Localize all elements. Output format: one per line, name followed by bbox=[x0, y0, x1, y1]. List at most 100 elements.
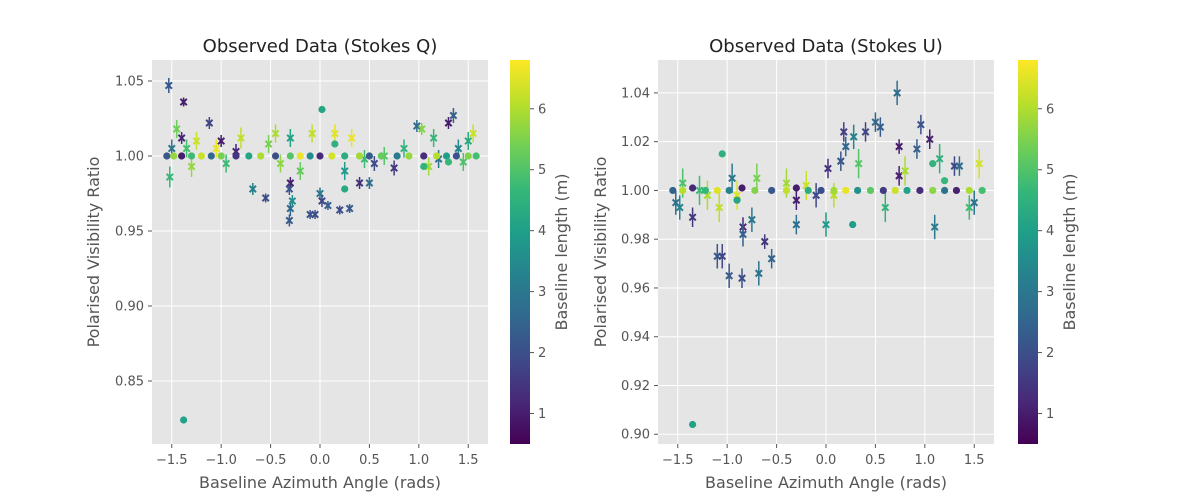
data-point-cross bbox=[792, 190, 801, 210]
data-point-cross bbox=[728, 163, 737, 193]
data-point-cross bbox=[675, 195, 684, 220]
data-point-dot bbox=[341, 185, 349, 193]
y-tick-label: 0.98 bbox=[621, 233, 650, 248]
data-point-dot bbox=[355, 152, 364, 160]
colorbar-tick-label: 5 bbox=[1046, 163, 1054, 178]
data-point-cross bbox=[861, 122, 870, 142]
data-point-cross bbox=[881, 192, 890, 223]
data-point-dot bbox=[420, 152, 428, 160]
data-point-dot bbox=[232, 152, 240, 160]
y-tick-label: 0.96 bbox=[621, 281, 650, 296]
data-point-cross bbox=[792, 214, 801, 235]
data-point-cross bbox=[335, 205, 344, 215]
data-point-dot bbox=[768, 186, 776, 195]
colorbar-ticks: 1 2 3 4 5 6 bbox=[1038, 102, 1054, 422]
data-point-cross bbox=[286, 129, 295, 147]
colorbar-ticks: 1 2 3 4 5 6 bbox=[530, 102, 546, 422]
data-point-cross bbox=[330, 124, 339, 143]
data-point-cross bbox=[747, 207, 756, 232]
data-point-dot bbox=[207, 152, 215, 160]
data-points bbox=[163, 78, 480, 424]
data-point-cross bbox=[340, 162, 349, 180]
data-point-cross bbox=[182, 139, 191, 158]
data-point-cross bbox=[288, 195, 297, 207]
data-point-dot bbox=[257, 152, 265, 160]
y-tick-label: 0.92 bbox=[621, 379, 650, 394]
x-tick-label: 0.0 bbox=[310, 453, 331, 468]
data-point-dot bbox=[328, 152, 336, 160]
colorbar bbox=[510, 60, 530, 444]
data-point-cross bbox=[308, 124, 317, 143]
data-point-cross bbox=[767, 248, 776, 269]
data-point-cross bbox=[205, 117, 214, 129]
data-point-dot bbox=[245, 152, 253, 160]
data-point-cross bbox=[261, 193, 270, 203]
y-tick-label: 1.02 bbox=[621, 135, 650, 150]
panel-stokes-q: −1.5 −1.0 −0.5 0.0 0.5 1.0 1.5 0.85 0.90 0.95 1.0… bbox=[84, 36, 571, 492]
data-point-dot bbox=[782, 186, 791, 195]
data-point-dot bbox=[792, 184, 800, 192]
data-point-cross bbox=[913, 139, 921, 159]
x-tick-label: −1.5 bbox=[662, 453, 694, 468]
x-axis-label: Baseline Azimuth Angle (rads) bbox=[705, 473, 947, 492]
data-point-dot bbox=[940, 186, 949, 195]
data-point-cross bbox=[264, 135, 273, 153]
data-point-dot bbox=[452, 152, 460, 160]
data-point-cross bbox=[688, 207, 697, 228]
data-point-cross bbox=[738, 268, 746, 288]
colorbar-label: Baseline length (m) bbox=[552, 173, 571, 330]
data-point-dot bbox=[405, 152, 413, 160]
data-point-dot bbox=[178, 152, 186, 160]
x-tick-label: 1.0 bbox=[408, 453, 429, 468]
data-point-dot bbox=[849, 220, 857, 229]
data-point-dot bbox=[271, 152, 280, 160]
y-ticks: 0.85 0.90 0.95 1.00 1.05 bbox=[115, 75, 152, 390]
data-point-cross bbox=[285, 214, 294, 227]
data-point-cross bbox=[464, 132, 473, 150]
data-point-cross bbox=[715, 192, 724, 223]
data-point-cross bbox=[449, 108, 458, 123]
data-point-dot bbox=[929, 160, 937, 168]
data-point-dot bbox=[464, 152, 472, 160]
data-point-cross bbox=[165, 166, 174, 188]
data-point-cross bbox=[323, 201, 332, 210]
data-point-cross bbox=[955, 156, 964, 176]
colorbar-tick-label: 5 bbox=[538, 163, 546, 178]
data-point-cross bbox=[812, 183, 821, 208]
data-point-dot bbox=[929, 186, 937, 195]
data-point-cross bbox=[925, 129, 934, 149]
colorbar-tick-label: 2 bbox=[538, 346, 546, 361]
x-tick-label: 1.0 bbox=[914, 453, 935, 468]
x-tick-label: −1.5 bbox=[156, 453, 188, 468]
data-point-cross bbox=[975, 148, 984, 179]
data-point-cross bbox=[412, 120, 421, 132]
data-point-cross bbox=[192, 132, 201, 150]
data-point-cross bbox=[895, 139, 904, 154]
data-point-dot bbox=[842, 186, 850, 195]
data-point-cross bbox=[822, 212, 830, 237]
x-ticks: −1.5 −1.0 −0.5 0.0 0.5 1.0 1.5 bbox=[156, 444, 479, 468]
data-point-dot bbox=[688, 420, 697, 429]
data-point-dot bbox=[286, 152, 294, 160]
y-axis-label: Polarised Visibility Ratio bbox=[84, 157, 103, 348]
y-tick-label: 0.90 bbox=[115, 300, 144, 315]
panel-stokes-u: −1.5 −1.0 −0.5 0.0 0.5 1.0 1.5 0.900.920.940.9… bbox=[591, 36, 1079, 492]
data-point-cross bbox=[296, 162, 305, 180]
data-point-dot bbox=[916, 186, 924, 195]
data-point-cross bbox=[212, 139, 221, 158]
data-point-dot bbox=[978, 186, 986, 195]
data-point-cross bbox=[841, 136, 850, 157]
y-axis-label: Polarised Visibility Ratio bbox=[591, 157, 610, 348]
data-point-dot bbox=[170, 152, 178, 160]
data-point-cross bbox=[459, 153, 468, 171]
data-point-dot bbox=[331, 140, 339, 148]
data-point-dot bbox=[903, 186, 911, 195]
data-point-cross bbox=[739, 222, 747, 247]
y-tick-label: 1.00 bbox=[621, 184, 650, 199]
x-axis-label: Baseline Azimuth Angle (rads) bbox=[199, 473, 441, 492]
x-tick-label: 0.5 bbox=[359, 453, 380, 468]
data-point-dot bbox=[444, 158, 453, 166]
data-point-dot bbox=[713, 186, 721, 195]
data-point-dot bbox=[197, 152, 206, 160]
